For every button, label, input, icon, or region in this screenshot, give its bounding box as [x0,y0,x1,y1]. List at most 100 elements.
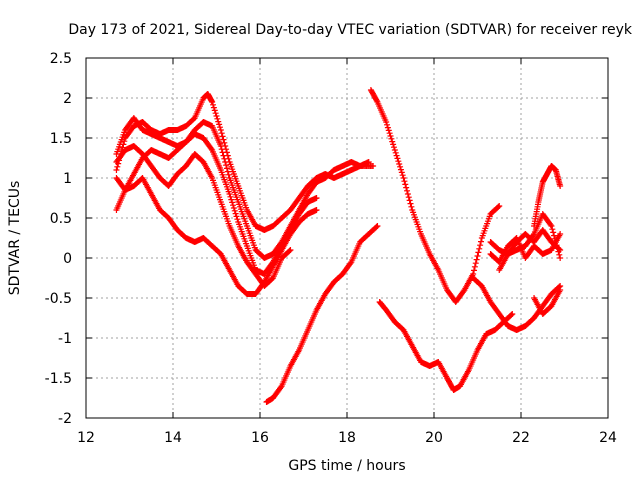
data-point [471,263,478,270]
data-point [509,311,516,317]
data-point [476,245,483,252]
data-point [230,202,237,209]
y-tick-label: 1 [63,171,72,187]
data-point [390,144,397,151]
data-point [496,203,503,209]
data-point [212,110,219,117]
x-tick-label: 24 [599,430,617,446]
data-point [228,196,235,203]
data-point [396,161,403,167]
y-tick-label: 2.5 [50,51,72,67]
data-point [384,121,391,128]
data-point [391,147,398,153]
series-track-5 [113,143,294,289]
data-point [220,136,227,143]
data-point [113,167,120,173]
y-tick-label: 0 [63,251,72,267]
data-point [403,184,410,191]
data-point [218,146,225,153]
y-tick-label: -0.5 [45,291,72,307]
data-point [219,133,226,140]
series-track-14 [531,163,564,229]
data-point [400,175,407,181]
series-track-1 [113,91,377,233]
data-point [471,267,478,274]
data-point [392,149,399,156]
data-point [547,221,554,228]
data-point [214,115,221,122]
data-point [221,139,228,146]
data-point [405,194,412,201]
series-track-4 [113,175,320,297]
data-point [286,247,293,254]
data-point [472,260,479,267]
data-point [551,235,558,242]
x-tick-label: 16 [251,430,269,446]
data-point [374,223,381,229]
data-point [373,223,380,230]
data-point [474,253,481,259]
x-tick-label: 20 [425,430,443,446]
data-point [226,191,233,197]
data-point [386,130,393,137]
x-tick-label: 22 [512,430,530,446]
data-point [408,203,415,210]
data-point [495,203,502,210]
chart-title: Day 173 of 2021, Sidereal Day-to-day VTE… [68,22,633,38]
series-track-8 [376,299,516,393]
x-tick-label: 12 [77,430,95,446]
data-point [387,133,394,139]
data-point [219,149,226,156]
data-point [407,200,414,207]
y-tick-label: -1 [58,331,72,347]
data-point [398,169,405,176]
data-point [406,197,413,204]
series-track-12 [496,211,564,273]
data-point [210,104,217,111]
data-point [230,205,237,211]
data-point [217,127,224,133]
data-point [556,251,563,258]
data-point [404,191,411,197]
data-point [232,210,239,217]
data-point [549,226,556,233]
data-point [233,213,240,220]
data-point [223,162,230,169]
data-point [213,113,220,119]
data-point [313,195,320,201]
data-point [388,135,395,142]
y-tick-label: -2 [58,411,72,427]
data-point [402,181,409,188]
data-point [553,242,560,249]
data-point [548,223,555,229]
data-point [313,207,320,213]
data-point [347,260,354,267]
data-point [390,141,397,148]
data-point [385,127,392,134]
data-point [475,249,482,256]
data-point [287,247,294,253]
data-point [401,178,408,185]
data-point [397,163,404,170]
data-point [555,248,562,255]
data-point [397,166,404,173]
y-tick-label: -1.5 [45,371,72,387]
data-point [394,155,401,162]
data-point [222,159,229,165]
data-point [552,239,559,245]
data-point [557,287,564,293]
data-point [557,183,564,189]
data-point [114,163,121,170]
data-point [231,207,238,214]
x-tick-label: 14 [164,430,182,446]
series-track-2 [113,115,372,261]
data-point [277,384,284,391]
data-point [473,256,480,263]
data-point [389,138,396,145]
y-tick-label: 2 [63,91,72,107]
data-point [221,155,228,162]
series-track-9 [470,275,564,333]
data-point [477,238,484,245]
data-point [530,232,537,239]
